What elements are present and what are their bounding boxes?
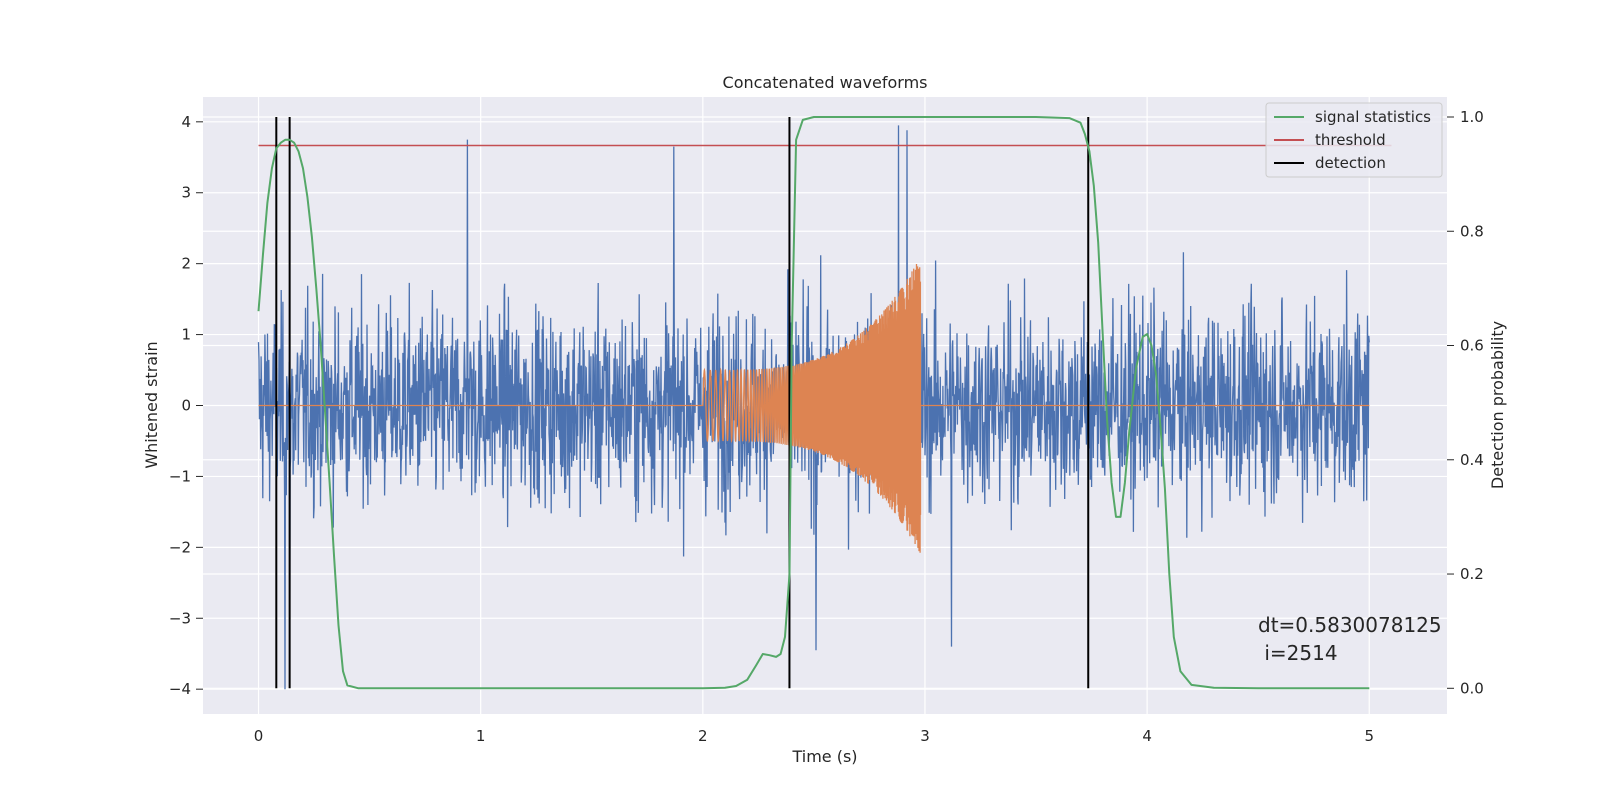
injected-signal-series [258,263,1370,553]
y-right-tick-label: 0.4 [1460,451,1484,469]
y-tick-label: 1 [181,326,191,344]
legend-label-detection: detection [1315,154,1386,172]
legend-label-signal-statistics: signal statistics [1315,108,1431,126]
detection-series [275,116,1090,689]
x-tick-label: 2 [698,727,708,745]
whitened-strain-line [257,125,1370,690]
axis-ticks: 0 1 2 3 4 5 −4 −3 −2 −1 0 1 2 3 4 0.0 0.2 0.4 0.6 0.8 1.0 [169,108,1484,745]
y-tick-label: 3 [181,184,191,202]
y-right-tick-label: 0.8 [1460,222,1484,240]
x-tick-label: 1 [476,727,486,745]
y-right-tick-label: 0.6 [1460,337,1484,355]
legend: signal statistics threshold detection [1265,102,1443,178]
y-right-tick-label: 0.2 [1460,565,1484,583]
legend-label-threshold: threshold [1315,131,1386,149]
y-tick-label: 2 [181,255,191,273]
y-tick-label: 0 [181,397,191,415]
y-right-tick-label: 1.0 [1460,108,1484,126]
x-tick-label: 4 [1142,727,1152,745]
y-axis-right-label: Detection probability [1488,321,1507,489]
chart-title: Concatenated waveforms [723,73,928,92]
injected-signal-line [258,263,1370,553]
annotation-i: i=2514 [1258,641,1338,665]
signal-statistics-line [257,116,1370,690]
whitened-strain-series [257,125,1370,690]
y-tick-label: 4 [181,113,191,131]
y-tick-label: −2 [169,538,191,556]
x-tick-label: 3 [920,727,930,745]
signal-statistics-series [257,116,1370,690]
x-axis-label: Time (s) [791,747,857,766]
y-tick-label: −1 [169,467,191,485]
y-tick-label: −3 [169,609,191,627]
x-tick-label: 0 [254,727,264,745]
y-tick-label: −4 [169,680,191,698]
y-axis-label: Whitened strain [142,341,161,468]
x-tick-label: 5 [1364,727,1374,745]
legend-box [1265,102,1443,178]
annotation-dt: dt=0.5830078125 [1258,613,1442,637]
y-right-tick-label: 0.0 [1460,679,1484,697]
